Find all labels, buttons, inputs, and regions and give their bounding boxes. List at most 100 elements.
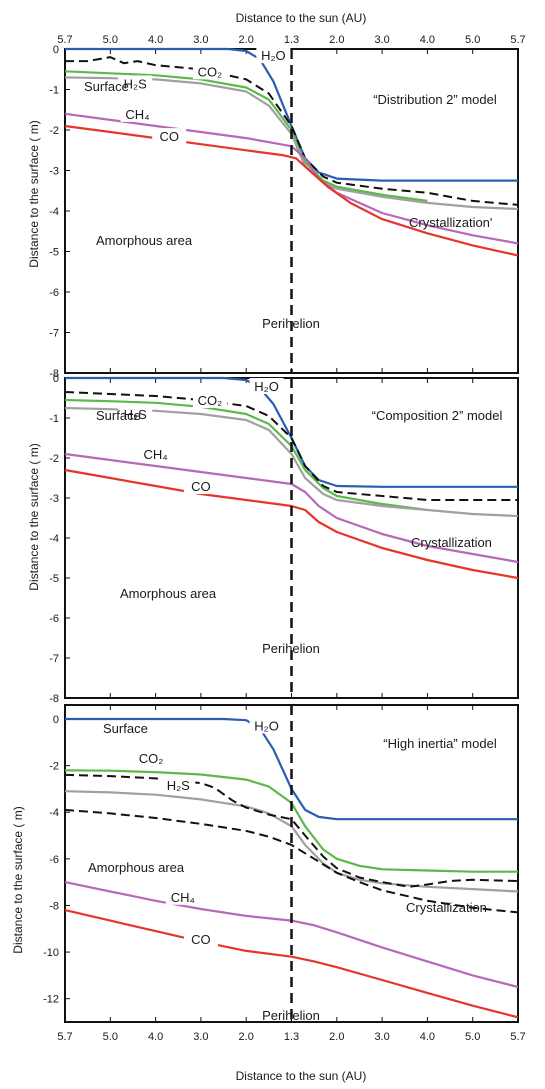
bottom-x-tick-label: 4.0 [420,1031,435,1043]
bottom-tick-labels: 5.7 5.0 4.0 3.0 2.0 1.3 2.0 3.0 4.0 5.0 5.7 [57,1031,525,1043]
crystallization-label: Crystallization' [409,215,492,230]
y-tick-label: -6 [49,854,59,866]
y-tick-label: -1 [49,413,59,425]
series-label-bg [249,378,284,394]
series-line-crystallization-lower [64,808,519,914]
top-x-tick-label: 2.0 [239,34,254,46]
bottom-x-tick-label: 5.7 [57,1031,72,1043]
y-tick-label: -12 [43,994,59,1006]
surface-label: Surface [96,408,141,423]
series-label: H₂O [254,718,279,733]
panel-distribution-2: 0 -1 -2 -3 -4 -5 -6 -7 -8 H₂O CO₂ H₂S CH₄ CO “Distribu… [27,44,519,380]
perihelion-label: Perihelion [262,1008,320,1023]
amorphous-area-label: Amorphous area [88,860,185,875]
bottom-x-tick-label: 5.0 [103,1031,118,1043]
surface-label: Surface [84,79,129,94]
perihelion-label: Perihelion [262,316,320,331]
y-tick-label: -1 [49,85,59,97]
series-line-co2 [64,70,428,202]
amorphous-area-label: Amorphous area [96,233,193,248]
series-label-bg [138,446,173,462]
y-tick-label: -6 [49,613,59,625]
top-x-tick-label: 3.0 [374,34,389,46]
bottom-x-tick-label: 1.3 [284,1031,299,1043]
panel-title: “High inertia” model [383,736,497,751]
series-label-bg [165,888,200,905]
bottom-x-tick-label: 4.0 [148,1031,163,1043]
bottom-x-tick-label: 3.0 [193,1031,208,1043]
y-axis-label: Distance to the surface ( m) [11,806,25,953]
series-line-crystallization [64,391,518,501]
y-tick-label: 0 [53,373,59,385]
y-tick-label: -6 [49,287,59,299]
y-tick-label: -2 [49,453,59,465]
series-label-bg [183,478,218,494]
perihelion-label: Perihelion [262,641,320,656]
series-label-bg [134,750,169,767]
top-x-tick-label: 1.3 [284,34,299,46]
panel-composition-2: 0 -1 -2 -3 -4 -5 -6 -7 -8 H₂O CO₂ H₂S CH₄ CO “Composit… [27,373,519,705]
series-label: H₂S [167,778,190,793]
surface-label: Surface [103,721,148,736]
series-label: CH₄ [125,107,149,122]
series-label: CO [191,479,211,494]
y-tick-label: -3 [49,166,59,178]
amorphous-area-label: Amorphous area [120,586,217,601]
series-label-bg [249,717,284,734]
series-label: CO [191,932,211,947]
series-label: H₂S [124,76,147,91]
top-x-tick-label: 5.7 [510,34,525,46]
bottom-x-tick-label: 2.0 [239,1031,254,1043]
top-x-tick-label: 5.0 [465,34,480,46]
series-label-bg [192,392,227,408]
series-label: CO₂ [139,751,164,766]
y-tick-label: -8 [49,368,59,380]
y-tick-label: -10 [43,947,59,959]
series-line-h2o [65,717,518,821]
series-label: H₂S [124,407,147,422]
series-label-bg [118,406,153,422]
crystallization-label: Crystallization [406,900,487,915]
top-x-tick-label: 5.7 [57,34,72,46]
top-x-tick-label: 5.0 [103,34,118,46]
bottom-x-tick-label: 5.0 [465,1031,480,1043]
y-tick-label: -7 [49,653,59,665]
series-label-bg [152,128,187,145]
y-tick-label: 0 [53,44,59,56]
bottom-x-tick-label: 2.0 [329,1031,344,1043]
bottom-x-tick-label: 3.0 [374,1031,389,1043]
y-tick-label: -2 [49,125,59,137]
bottom-axis-label: Distance to the sun (AU) [236,1069,367,1083]
series-label: H₂O [261,48,286,63]
top-tick-labels: 5.7 5.0 4.0 3.0 2.0 1.3 2.0 3.0 4.0 5.0 5.7 [57,34,525,46]
series-line-co2 [64,769,518,873]
series-label-bg [161,776,196,793]
series-line-crystallization [65,56,519,206]
series-label-bg [256,47,291,64]
panel-title: “Distribution 2” model [373,92,497,107]
y-axis-label: Distance to the surface ( m) [27,443,41,590]
series-label-bg [183,930,218,947]
series-line-ch4 [64,112,519,245]
y-tick-label: -4 [49,206,59,218]
series-label: CO₂ [198,393,223,408]
y-tick-label: -4 [49,533,59,545]
y-tick-label: -2 [49,761,59,773]
top-x-tick-label: 3.0 [193,34,208,46]
crystallization-label: Crystallization [411,535,492,550]
top-x-tick-label: 4.0 [420,34,435,46]
y-axis-label: Distance to the surface ( m) [27,120,41,267]
series-label: H₂O [254,379,279,394]
series-line-h2s [64,406,519,518]
series-label: CH₄ [144,447,168,462]
series-label-bg [192,63,227,80]
series-label: CO [159,129,179,144]
series-line-h2s [64,76,519,211]
y-tick-label: -4 [49,807,59,819]
y-tick-label: 0 [53,714,59,726]
series-label: CH₄ [171,890,195,905]
bottom-x-tick-label: 5.7 [510,1031,525,1043]
y-tick-label: -8 [49,693,59,705]
